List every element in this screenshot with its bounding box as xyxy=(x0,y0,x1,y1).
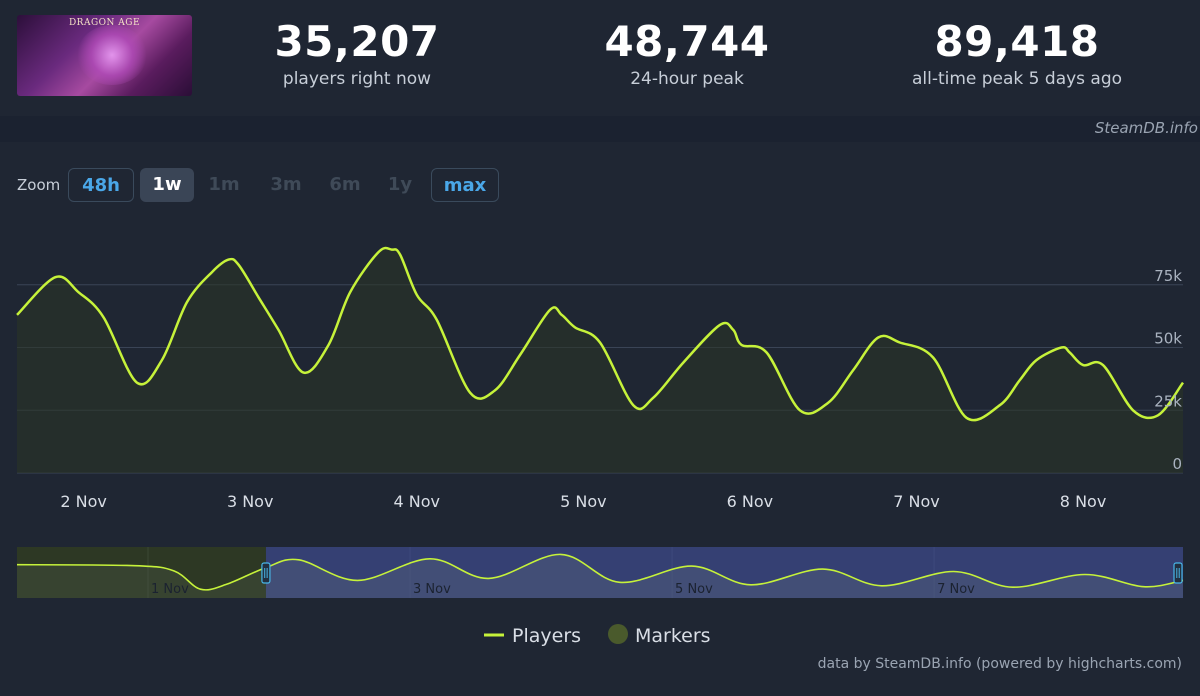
x-tick-label: 7 Nov xyxy=(893,492,940,511)
stat-value: 89,418 xyxy=(934,17,1100,66)
thumbnail-art xyxy=(77,25,147,85)
y-axis-labels: 0 25k 50k 75k xyxy=(1154,267,1182,473)
x-tick-label: 5 Nov xyxy=(560,492,607,511)
y-tick-label: 25k xyxy=(1154,392,1182,410)
zoom-48h-button[interactable]: 48h xyxy=(68,168,134,202)
stat-24h-peak: 48,744 24-hour peak xyxy=(557,16,817,90)
navigator-line xyxy=(16,553,1184,591)
navigator-left-handle[interactable] xyxy=(261,562,271,584)
zoom-6m-button: 6m xyxy=(329,174,361,195)
stat-label: players right now xyxy=(282,69,432,89)
header-bar: DRAGON AGE 35,207 players right now 48,7… xyxy=(0,0,1200,116)
stat-label: 24-hour peak xyxy=(630,69,744,89)
legend-markers-label[interactable]: Markers xyxy=(635,625,711,647)
x-tick-label: 6 Nov xyxy=(727,492,774,511)
navigator-unselected-shade xyxy=(17,547,266,598)
zoom-1y-button: 1y xyxy=(387,174,413,195)
zoom-1m-button: 1m xyxy=(208,174,240,195)
navigator-area xyxy=(17,554,1183,598)
y-tick-label: 0 xyxy=(1172,455,1182,473)
players-area xyxy=(16,246,1185,473)
stat-all-time-peak: 89,418 all-time peak 5 days ago xyxy=(887,16,1147,90)
navigator-tick-label: 7 Nov xyxy=(937,582,975,597)
x-tick-label: 4 Nov xyxy=(394,492,441,511)
navigator-tick-label: 3 Nov xyxy=(413,582,451,597)
stat-value: 35,207 xyxy=(274,17,440,66)
navigator-selection[interactable] xyxy=(265,547,1183,598)
zoom-3m-button: 3m xyxy=(270,174,302,195)
x-axis-labels: 2 Nov 3 Nov 4 Nov 5 Nov 6 Nov 7 Nov 8 Nov xyxy=(60,492,1106,511)
y-tick-label: 50k xyxy=(1154,330,1182,348)
credits-footer[interactable]: data by SteamDB.info (powered by highcha… xyxy=(817,656,1182,672)
zoom-1w-button[interactable]: 1w xyxy=(140,168,194,202)
players-series-line[interactable] xyxy=(16,246,1185,422)
zoom-max-button[interactable]: max xyxy=(431,168,499,202)
navigator[interactable]: 1 Nov 3 Nov 5 Nov 7 Nov xyxy=(16,547,1184,598)
legend-markers-swatch xyxy=(608,624,628,644)
watermark: SteamDB.info xyxy=(1094,119,1198,137)
game-thumbnail[interactable]: DRAGON AGE xyxy=(17,15,192,96)
stat-value: 48,744 xyxy=(604,17,770,66)
stat-label: all-time peak 5 days ago xyxy=(911,69,1123,89)
x-tick-label: 3 Nov xyxy=(227,492,274,511)
x-tick-label: 8 Nov xyxy=(1060,492,1107,511)
x-tick-label: 2 Nov xyxy=(60,492,107,511)
navigator-right-handle[interactable] xyxy=(1173,562,1183,584)
navigator-tick-label: 5 Nov xyxy=(675,582,713,597)
legend-players-label[interactable]: Players xyxy=(512,625,581,647)
navigator-tick-label: 1 Nov xyxy=(151,582,189,597)
players-area-fill xyxy=(17,248,1183,473)
legend: Players Markers xyxy=(484,624,711,647)
stat-current-players: 35,207 players right now xyxy=(227,16,487,90)
y-tick-label: 75k xyxy=(1154,267,1182,285)
zoom-label: Zoom xyxy=(17,176,61,194)
thumbnail-logo: DRAGON AGE xyxy=(68,18,141,28)
